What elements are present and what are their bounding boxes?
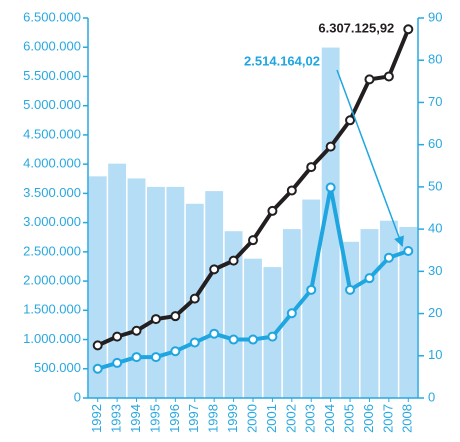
x-tick-label: 2008 [400,404,415,433]
point [345,284,356,295]
y-tick-label: 1.000.000 [23,331,81,346]
x-tick-label: 1997 [186,404,201,433]
bar [166,186,185,398]
point [189,293,200,304]
y-tick-label: 5.500.000 [23,68,81,83]
x-tick-label: 1996 [167,404,182,433]
x-tick-label: 1998 [206,404,221,433]
point [112,331,123,342]
y2-tick-label: 40 [428,221,442,236]
point [383,252,394,263]
bar [399,227,418,398]
point [189,337,200,348]
point [131,325,142,336]
bar [224,231,243,398]
bar [147,186,165,398]
point [286,308,297,319]
y2-tick-label: 60 [428,136,442,151]
point [131,352,142,363]
point [403,24,414,35]
point [325,182,336,193]
y2-tick-label: 20 [428,305,442,320]
y2-tick-label: 10 [428,347,442,362]
bar [205,191,224,398]
value-label: 2.514.164,02 [244,53,320,68]
bar [341,241,359,398]
point [92,363,103,374]
point [170,346,181,357]
point [209,264,220,275]
point [306,162,317,173]
x-tick-label: 2006 [361,404,376,433]
annotation-arrow [336,69,404,248]
point [325,141,336,152]
point [267,205,278,216]
point [228,334,239,345]
x-tick-label: 2001 [264,404,279,433]
x-tick-label: 1992 [89,404,104,433]
y2-tick-label: 80 [428,52,442,67]
y-tick-label: 4.500.000 [23,126,81,141]
x-tick-label: 2003 [303,404,318,433]
y2-tick-label: 50 [428,178,442,193]
y-tick-label: 1.500.000 [23,302,81,317]
bar [302,199,321,398]
y-tick-label: 4.000.000 [23,156,81,171]
point [112,357,123,368]
point [306,284,317,295]
point [364,273,375,284]
y2-tick-label: 0 [428,389,435,404]
y-tick-label: 2.500.000 [23,243,81,258]
y2-tick-label: 70 [428,94,442,109]
x-tick-label: 2007 [380,404,395,433]
bar [360,229,379,398]
bar [244,258,262,398]
point [248,334,258,345]
y2-tick-label: 90 [428,9,442,24]
point [150,314,161,325]
point [345,115,356,126]
point [209,328,220,339]
point [228,255,239,266]
x-tick-label: 1999 [225,404,240,433]
point [150,352,161,363]
point [92,340,103,351]
y2-tick-label: 30 [428,263,442,278]
y-tick-label: 2.000.000 [23,273,81,288]
y-tick-label: 6.500.000 [23,9,81,24]
bar [321,47,340,399]
y-tick-label: 5.000.000 [23,97,81,112]
value-label: 6.307.125,92 [318,21,394,36]
bar [379,220,398,398]
y-tick-label: 3.500.000 [23,185,81,200]
x-tick-label: 1993 [109,404,124,433]
point [364,74,375,85]
x-tick-label: 1995 [147,404,162,433]
y-tick-label: 3.000.000 [23,214,81,229]
point [403,246,414,257]
bar [127,178,146,398]
x-tick-label: 1994 [128,404,143,433]
point [170,311,181,322]
y-tick-label: 0 [74,389,81,404]
x-tick-label: 2004 [322,404,337,433]
point [248,235,258,246]
x-tick-label: 2002 [283,404,298,433]
x-tick-label: 2005 [341,404,356,433]
point [286,185,297,196]
point [267,331,278,342]
x-tick-label: 2000 [244,404,259,433]
point [383,71,394,82]
y-tick-label: 500.000 [34,360,81,375]
y-tick-label: 6.000.000 [23,39,81,54]
